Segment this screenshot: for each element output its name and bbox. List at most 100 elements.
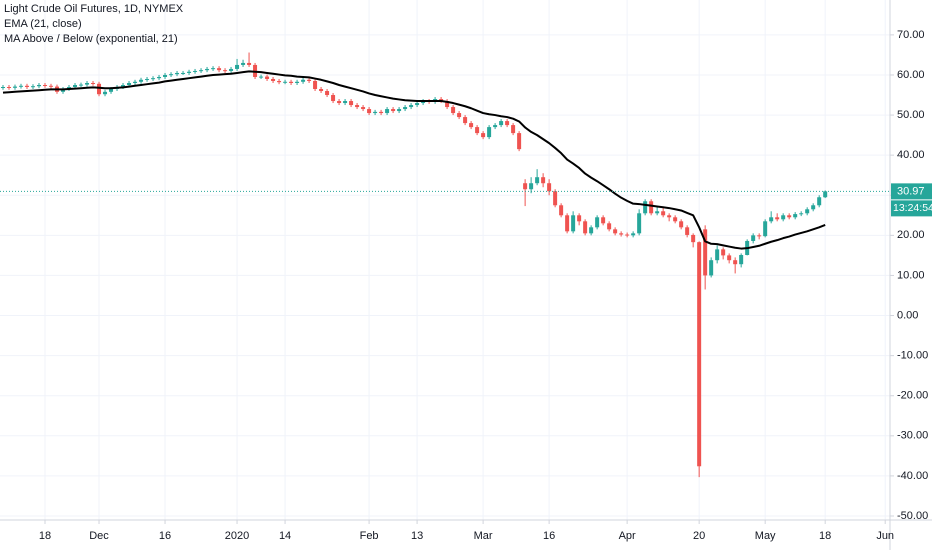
candle-body <box>697 242 702 467</box>
candle-body <box>523 183 528 190</box>
candle-body <box>565 215 570 232</box>
candle-body <box>271 78 276 81</box>
candle-body <box>187 71 192 73</box>
candle-body <box>265 76 270 79</box>
candle-body <box>553 191 558 206</box>
x-tick-label: 18 <box>819 530 831 542</box>
candle-body <box>121 84 126 88</box>
candle-body <box>13 86 18 88</box>
x-tick-label: 13 <box>411 530 423 542</box>
candle-body <box>355 105 360 108</box>
candle-body <box>799 213 804 215</box>
candle-body <box>607 223 612 230</box>
candle-body <box>655 211 660 214</box>
candle-body <box>451 107 456 114</box>
candle-body <box>589 227 594 234</box>
grid <box>0 0 890 520</box>
candle-body <box>205 68 210 71</box>
x-tick-label: Jun <box>876 530 894 542</box>
candle-body <box>385 109 390 114</box>
candle-body <box>739 254 744 265</box>
candle-body <box>79 84 84 86</box>
candle-body <box>277 80 282 83</box>
candle-body <box>247 62 252 65</box>
candle-body <box>511 125 516 134</box>
countdown-box <box>891 200 932 217</box>
candle-body <box>133 81 138 83</box>
candle-body <box>781 215 786 220</box>
candle-body <box>73 84 78 88</box>
candle-body <box>145 78 150 80</box>
candle-body <box>787 215 792 218</box>
candle-body <box>175 72 180 75</box>
candle-body <box>613 229 618 234</box>
candle-body <box>139 79 144 82</box>
candle-body <box>283 81 288 83</box>
candle-body <box>763 221 768 237</box>
candle-body <box>499 121 504 126</box>
y-tick-label: -40.00 <box>897 470 928 482</box>
candle-body <box>49 85 54 87</box>
candle-body <box>163 74 168 77</box>
candle-body <box>43 84 48 86</box>
candle-body <box>487 127 492 138</box>
candle-body <box>211 68 216 70</box>
indicator-label: MA Above / Below (exponential, 21) <box>4 33 178 45</box>
x-tick-label: 18 <box>39 530 51 542</box>
candle-body <box>535 177 540 184</box>
candle-body <box>403 107 408 110</box>
candle-body <box>493 125 498 128</box>
candle-body <box>463 117 468 124</box>
candle-body <box>547 183 552 192</box>
candle-body <box>793 214 798 218</box>
candle-body <box>703 229 708 276</box>
y-tick-label: -10.00 <box>897 350 928 362</box>
candle-body <box>217 68 222 71</box>
candle-body <box>319 89 324 92</box>
last-price-box <box>891 183 932 200</box>
candle-body <box>169 74 174 76</box>
y-tick-label: 20.00 <box>897 229 925 241</box>
candle-body <box>559 205 564 216</box>
candle-body <box>367 109 372 114</box>
candle-body <box>751 235 756 241</box>
candle-body <box>541 177 546 184</box>
candle-body <box>577 215 582 222</box>
legend-entry: EMA (21, close) <box>4 18 82 30</box>
candle-body <box>1 87 6 89</box>
candle-body <box>415 103 420 106</box>
candle-body <box>685 227 690 235</box>
candle-body <box>649 201 654 214</box>
candle-body <box>391 109 396 112</box>
candle-body <box>25 85 30 88</box>
candle-body <box>235 64 240 69</box>
candle-body <box>343 101 348 104</box>
candle-body <box>601 217 606 224</box>
candle-body <box>679 221 684 228</box>
y-tick-label: 60.00 <box>897 69 925 81</box>
candle-body <box>811 205 816 210</box>
candle-body <box>295 81 300 83</box>
y-tick-label: -50.00 <box>897 510 928 522</box>
y-tick-label: -20.00 <box>897 390 928 402</box>
candle-body <box>673 217 678 222</box>
x-tick-label: Apr <box>619 530 636 542</box>
candle-body <box>595 217 600 228</box>
candle-body <box>259 76 264 78</box>
candle-body <box>775 217 780 220</box>
ema-line <box>2 70 826 250</box>
candle-body <box>313 80 318 90</box>
candle-body <box>709 260 714 276</box>
chart-title: Light Crude Oil Futures, 1D, NYMEX <box>4 3 184 15</box>
candle-body <box>181 72 186 74</box>
y-tick-label: 70.00 <box>897 29 925 41</box>
y-tick-label: 40.00 <box>897 149 925 161</box>
candle-body <box>727 255 732 261</box>
candle-body <box>475 127 480 134</box>
candle-body <box>445 101 450 108</box>
x-tick-label: 16 <box>159 530 171 542</box>
candle-body <box>469 123 474 128</box>
x-tick-label: May <box>755 530 776 542</box>
candle-body <box>349 101 354 106</box>
